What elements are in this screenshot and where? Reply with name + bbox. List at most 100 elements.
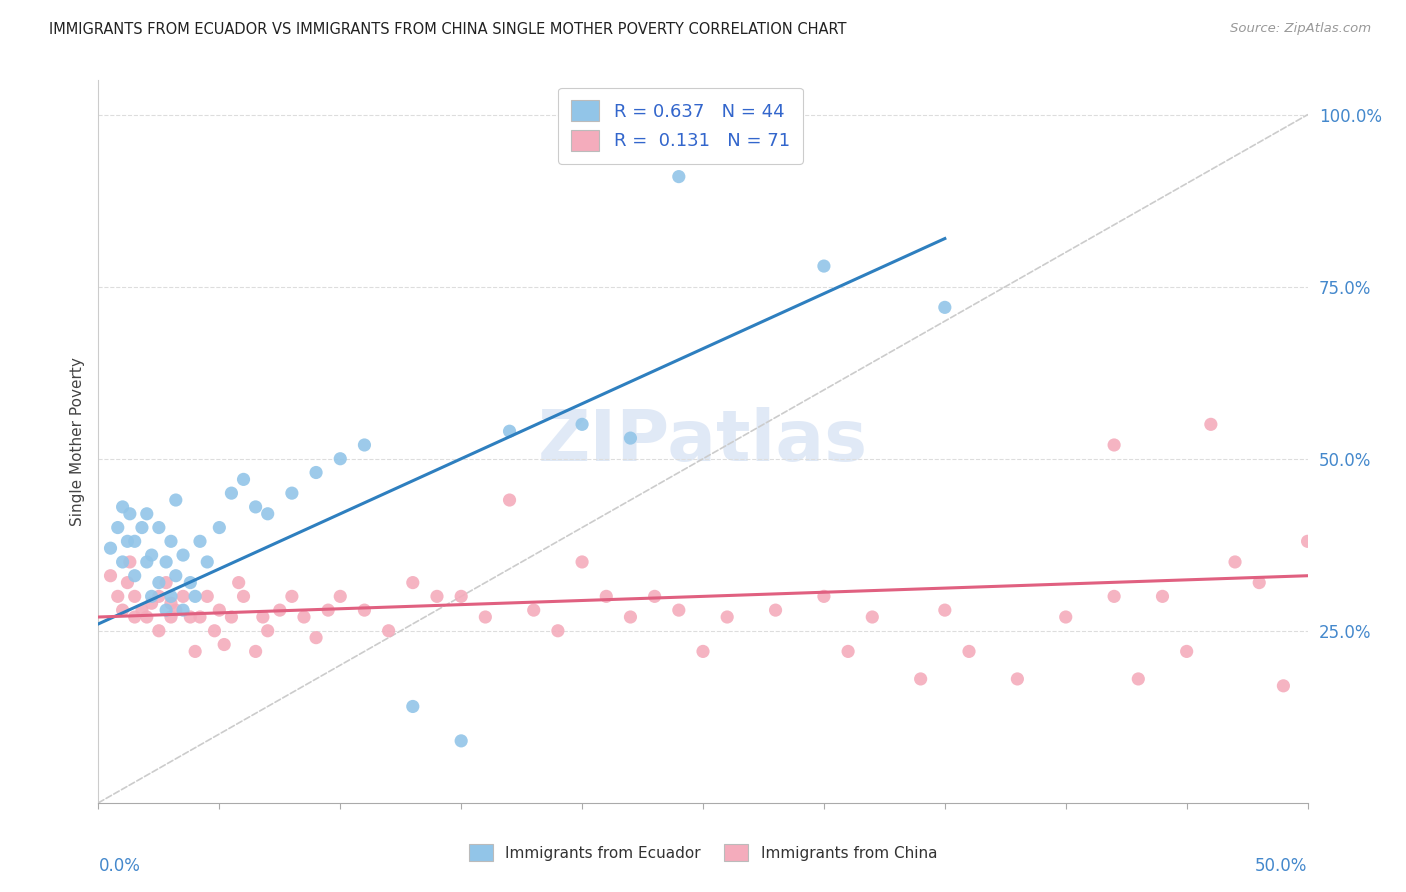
Point [160, 596, 183, 610]
Point [221, 486, 243, 500]
Point [148, 575, 170, 590]
Point [245, 500, 267, 514]
Point [498, 424, 520, 438]
Point [256, 507, 278, 521]
Point [124, 590, 146, 604]
Point [141, 596, 163, 610]
Point [135, 507, 157, 521]
Point [155, 575, 177, 590]
Point [131, 520, 153, 534]
Text: 50.0%: 50.0% [1256, 857, 1308, 875]
Point [107, 590, 129, 604]
Point [329, 590, 352, 604]
Point [450, 734, 472, 748]
Text: ZIPatlas: ZIPatlas [538, 407, 868, 476]
Point [184, 644, 207, 658]
Point [221, 610, 243, 624]
Point [1175, 644, 1198, 658]
Text: IMMIGRANTS FROM ECUADOR VS IMMIGRANTS FROM CHINA SINGLE MOTHER POVERTY CORRELATI: IMMIGRANTS FROM ECUADOR VS IMMIGRANTS FR… [49, 22, 846, 37]
Point [165, 493, 187, 508]
Point [141, 590, 163, 604]
Point [100, 568, 122, 582]
Point [353, 438, 375, 452]
Point [1296, 534, 1319, 549]
Point [1223, 555, 1246, 569]
Text: 0.0%: 0.0% [98, 857, 141, 875]
Point [232, 472, 254, 486]
Point [195, 590, 218, 604]
Point [155, 603, 177, 617]
Point [118, 555, 141, 569]
Point [281, 486, 304, 500]
Y-axis label: Single Mother Poverty: Single Mother Poverty [69, 357, 84, 526]
Point [124, 534, 146, 549]
Point [232, 590, 254, 604]
Point [377, 624, 399, 638]
Point [160, 590, 183, 604]
Point [165, 568, 187, 582]
Point [269, 603, 291, 617]
Point [188, 610, 211, 624]
Point [179, 575, 201, 590]
Point [118, 507, 141, 521]
Point [148, 624, 170, 638]
Point [1152, 590, 1174, 604]
Point [160, 534, 183, 549]
Point [172, 590, 194, 604]
Point [179, 610, 201, 624]
Point [692, 644, 714, 658]
Point [135, 555, 157, 569]
Point [141, 548, 163, 562]
Point [135, 610, 157, 624]
Point [155, 555, 177, 569]
Point [547, 624, 569, 638]
Point [619, 431, 641, 445]
Point [1054, 610, 1077, 624]
Point [765, 603, 787, 617]
Point [305, 631, 328, 645]
Point [813, 590, 835, 604]
Point [1199, 417, 1222, 432]
Point [571, 417, 593, 432]
Point [426, 590, 449, 604]
Point [172, 548, 194, 562]
Point [523, 603, 546, 617]
Point [668, 169, 690, 184]
Point [329, 451, 352, 466]
Point [353, 603, 375, 617]
Point [165, 603, 187, 617]
Point [111, 500, 134, 514]
Point [644, 590, 666, 604]
Point [910, 672, 932, 686]
Point [1007, 672, 1029, 686]
Point [281, 590, 304, 604]
Point [1102, 438, 1125, 452]
Point [100, 541, 122, 556]
Point [1272, 679, 1295, 693]
Point [813, 259, 835, 273]
Point [245, 644, 267, 658]
Point [111, 555, 134, 569]
Point [228, 575, 250, 590]
Point [195, 555, 218, 569]
Point [619, 610, 641, 624]
Point [716, 610, 738, 624]
Point [450, 590, 472, 604]
Point [148, 590, 170, 604]
Point [107, 520, 129, 534]
Point [402, 699, 425, 714]
Point [668, 603, 690, 617]
Point [1128, 672, 1150, 686]
Point [595, 590, 617, 604]
Point [256, 624, 278, 638]
Point [837, 644, 859, 658]
Point [131, 603, 153, 617]
Point [402, 575, 425, 590]
Point [148, 520, 170, 534]
Point [934, 301, 956, 315]
Point [316, 603, 339, 617]
Legend: Immigrants from Ecuador, Immigrants from China: Immigrants from Ecuador, Immigrants from… [463, 838, 943, 867]
Point [117, 575, 139, 590]
Point [957, 644, 980, 658]
Point [292, 610, 315, 624]
